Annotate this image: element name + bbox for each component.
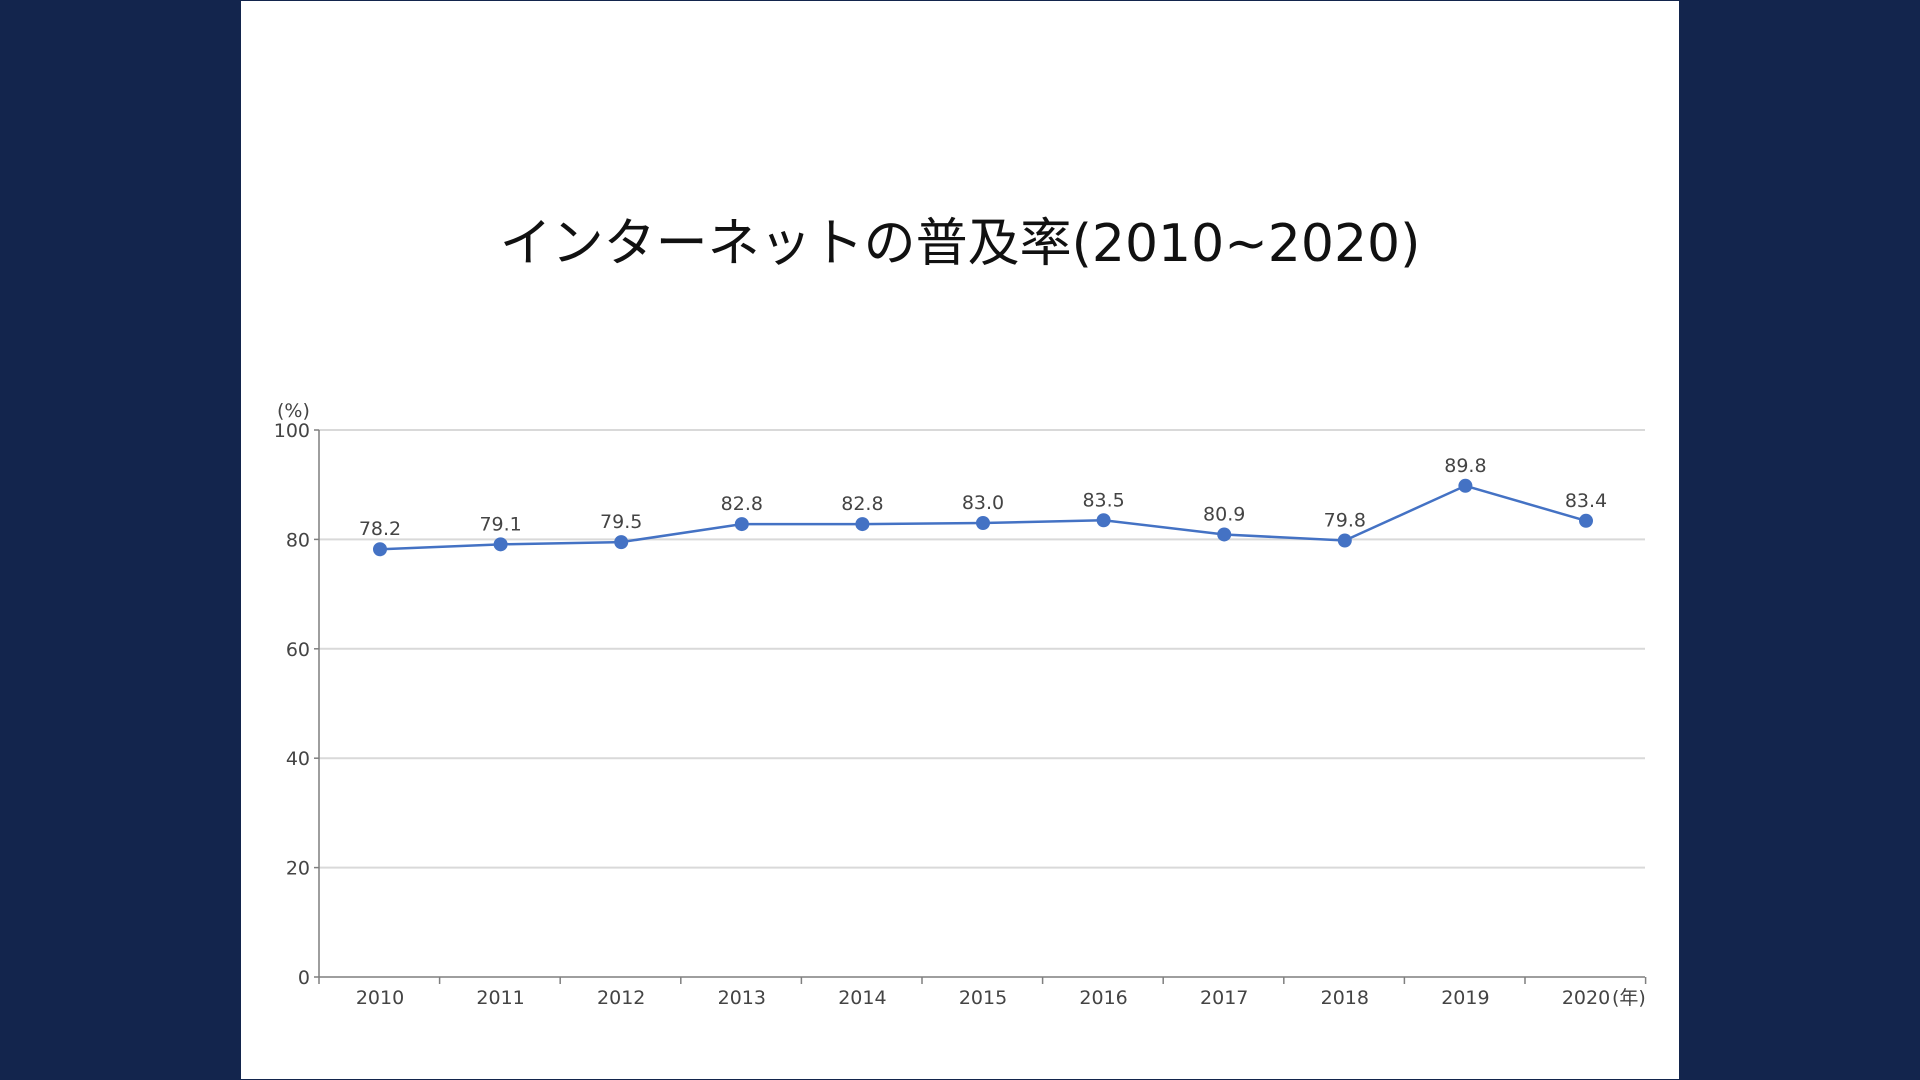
x-axis-unit-label: (年) bbox=[1612, 987, 1646, 1009]
data-point bbox=[976, 515, 990, 530]
grid-lines bbox=[319, 429, 1645, 869]
y-tick-label: 40 bbox=[286, 748, 310, 770]
chart-title: インターネットの普及率(2010~2020) bbox=[499, 214, 1421, 274]
y-tick-label: 100 bbox=[274, 420, 310, 442]
x-tick-label: 2013 bbox=[718, 987, 766, 1009]
data-point bbox=[1579, 513, 1593, 528]
data-point bbox=[855, 517, 870, 532]
y-tick-label: 80 bbox=[286, 529, 310, 551]
data-label: 83.5 bbox=[1082, 489, 1124, 511]
data-point bbox=[1337, 533, 1352, 548]
slide: インターネットの普及率(2010~2020) (%) (年) 0 20 40 60 80… bbox=[241, 1, 1679, 1079]
data-label: 79.1 bbox=[479, 513, 521, 535]
x-tick-label: 2019 bbox=[1441, 987, 1489, 1009]
axes: (%) (年) 0 20 40 60 80 100 2010 2011 2012 2013 2014… bbox=[274, 400, 1647, 1009]
y-tick-label: 0 bbox=[298, 967, 310, 989]
x-tick-label: 2015 bbox=[959, 987, 1007, 1009]
x-tick-label: 2017 bbox=[1200, 987, 1248, 1009]
x-tick-label: 2018 bbox=[1321, 987, 1369, 1009]
data-point bbox=[493, 537, 508, 552]
data-label: 78.2 bbox=[359, 518, 401, 540]
data-label: 80.9 bbox=[1203, 503, 1245, 525]
x-tick-label: 2020 bbox=[1562, 987, 1610, 1009]
data-label: 89.8 bbox=[1444, 455, 1486, 477]
x-tick-label: 2016 bbox=[1079, 987, 1127, 1009]
data-label: 83.4 bbox=[1565, 490, 1607, 512]
data-label: 83.0 bbox=[962, 492, 1004, 514]
data-point bbox=[734, 517, 749, 532]
y-tick-label: 20 bbox=[286, 858, 310, 880]
data-point bbox=[1217, 527, 1232, 542]
data-point bbox=[1458, 478, 1473, 493]
y-tick-label: 60 bbox=[286, 639, 310, 661]
data-point bbox=[373, 542, 387, 557]
x-tick-label: 2011 bbox=[476, 987, 524, 1009]
data-point bbox=[1096, 513, 1111, 528]
data-label: 82.8 bbox=[841, 493, 883, 515]
x-tick-label: 2014 bbox=[838, 987, 886, 1009]
data-labels: 78.2 79.1 79.5 82.8 82.8 83.0 83.5 80.9 79.8 89.8… bbox=[359, 455, 1607, 540]
data-label: 79.5 bbox=[600, 511, 642, 533]
line-chart: (%) (年) 0 20 40 60 80 100 2010 2011 2012 2013 2014… bbox=[274, 400, 1647, 1009]
data-point bbox=[614, 535, 629, 550]
x-tick-label: 2012 bbox=[597, 987, 645, 1009]
data-label: 79.8 bbox=[1324, 509, 1366, 531]
data-points bbox=[373, 478, 1593, 557]
x-tick-label: 2010 bbox=[356, 987, 404, 1009]
data-label: 82.8 bbox=[721, 493, 763, 515]
y-axis-unit-label: (%) bbox=[277, 400, 310, 422]
